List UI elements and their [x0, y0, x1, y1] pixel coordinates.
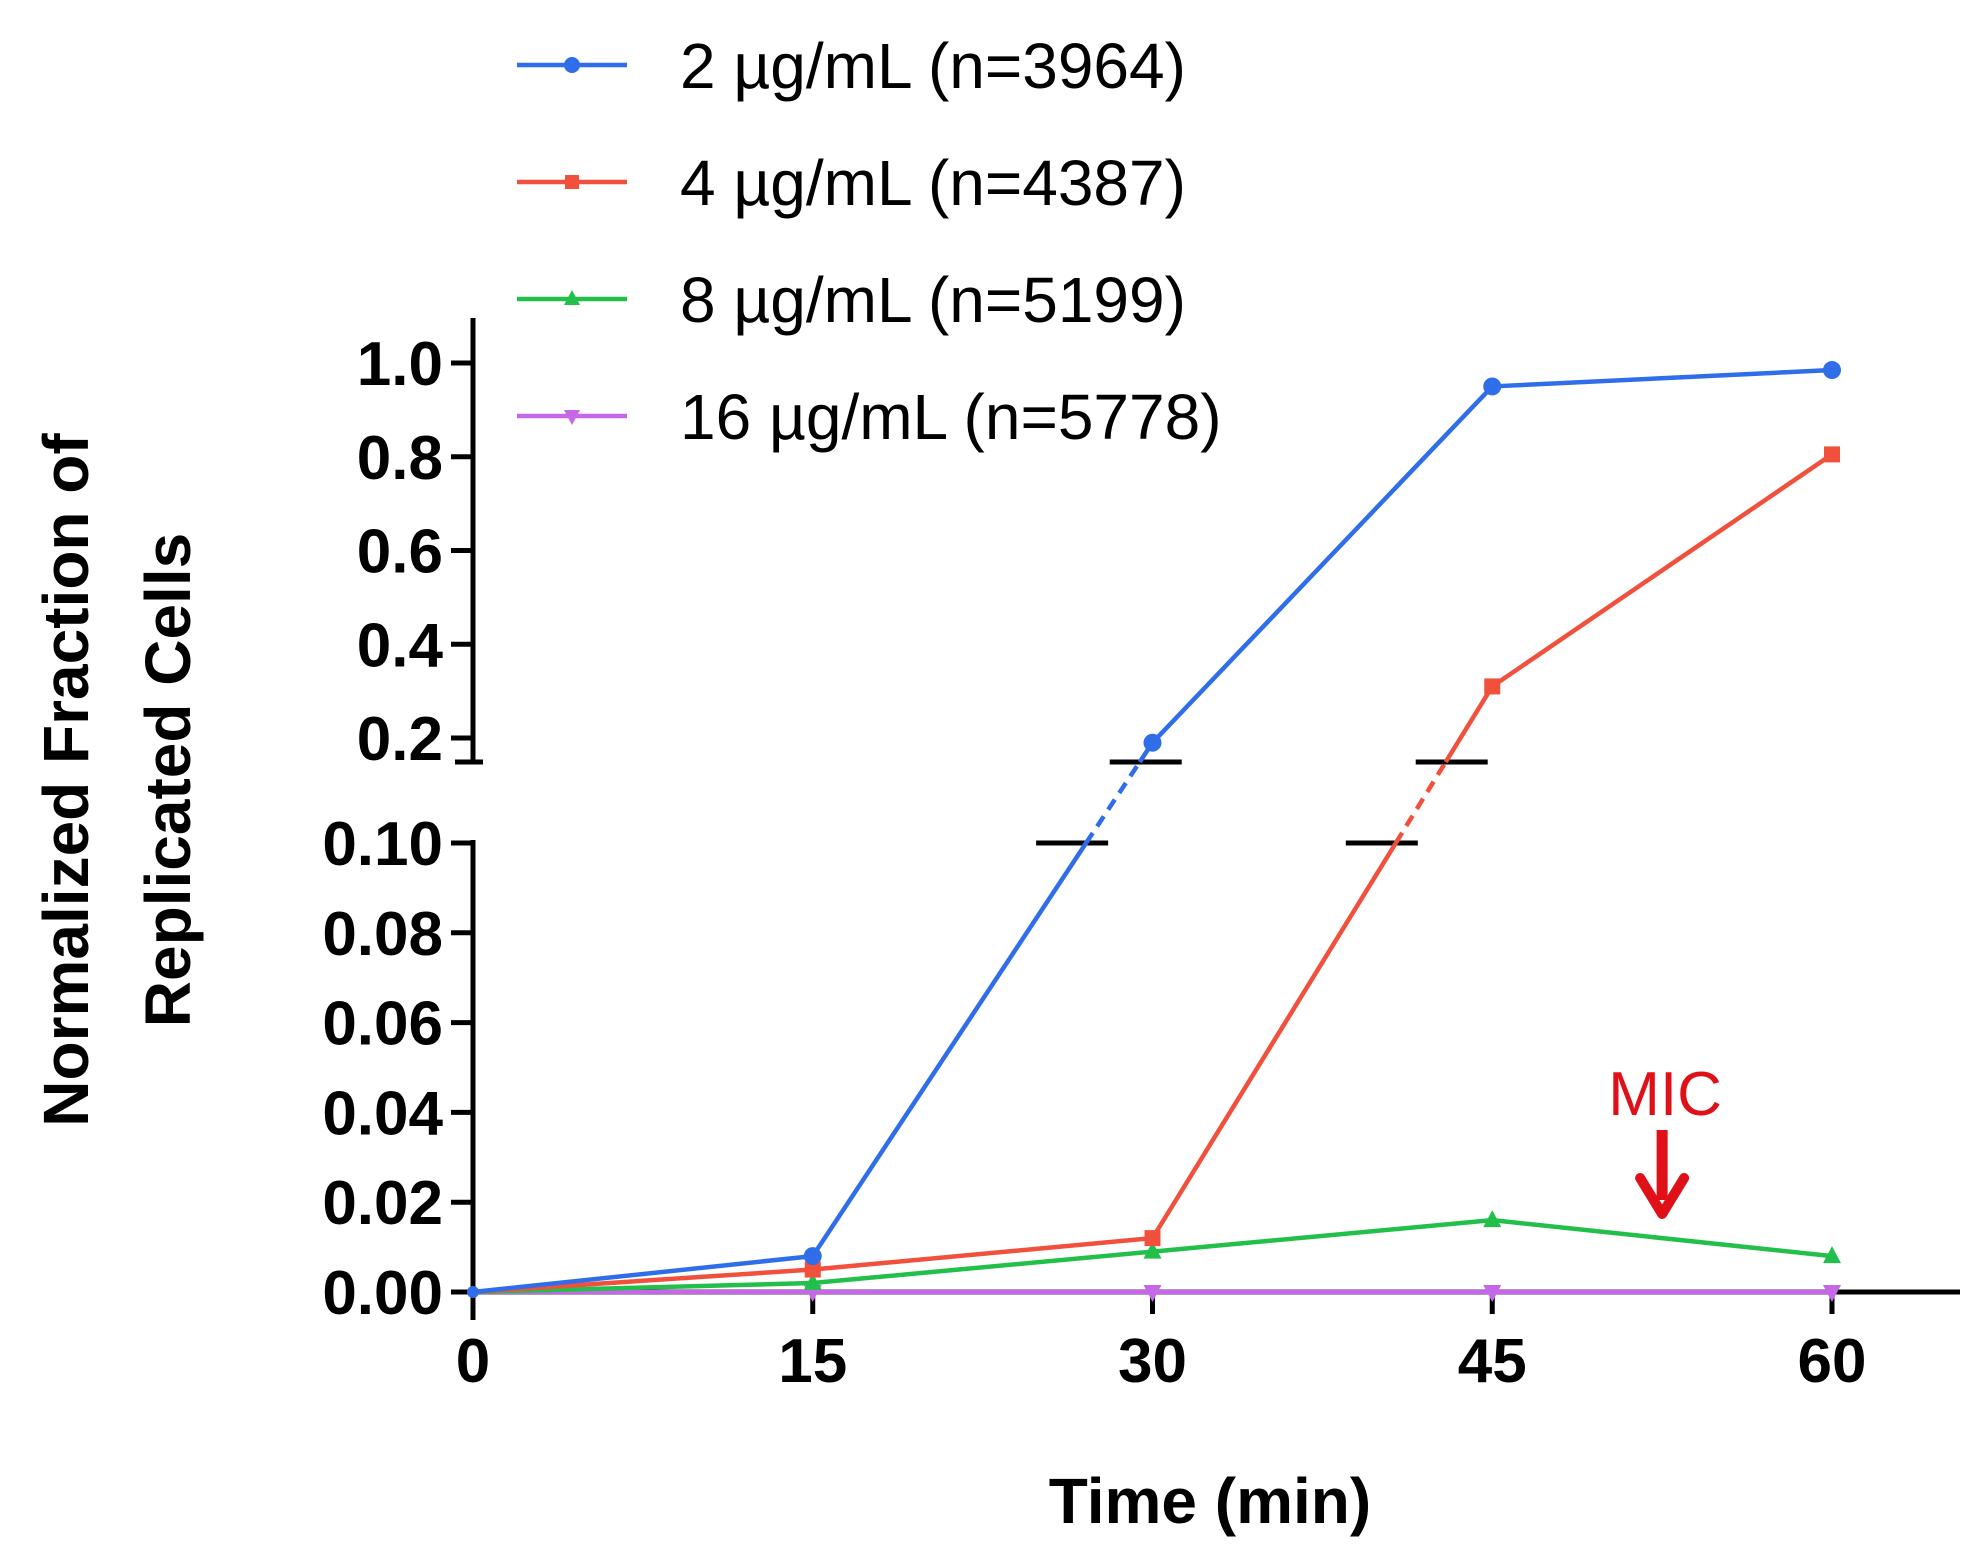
y-upper-tick-0-label: 0.2	[357, 705, 443, 774]
series-1-point-1	[804, 1261, 821, 1278]
y-lower-tick-0-label: 0.00	[322, 1259, 443, 1328]
x-tick-label-2: 30	[1118, 1327, 1187, 1396]
x-tick-label-1: 15	[778, 1327, 847, 1396]
series-0-point-1	[803, 1247, 822, 1266]
y-lower-tick-2-label: 0.04	[322, 1079, 443, 1148]
series-1-segment-3	[1490, 452, 1834, 689]
x-axis-title: Time (min)	[1049, 1465, 1371, 1537]
legend-item-3: 16 µg/mL (n=5778)	[517, 381, 1222, 453]
legend: 2 µg/mL (n=3964) 4 µg/mL (n=4387) 8 µg/mL …	[517, 30, 1222, 453]
series-1-segment-1	[812, 1235, 1153, 1272]
y-axis-title-line-0: Normalized Fraction of	[30, 433, 102, 1127]
x-tick-label-3: 45	[1458, 1327, 1527, 1396]
y-upper-tick-1-label: 0.4	[357, 611, 444, 680]
x-tick-label-4: 60	[1798, 1327, 1867, 1396]
series-1-segment-2-upper	[1443, 685, 1495, 764]
series-1-segment-2-lower	[1150, 841, 1398, 1240]
series-1-point-3	[1484, 678, 1501, 695]
series-layer	[467, 361, 1841, 1302]
series-0-point-4	[1823, 361, 1841, 380]
series-1-point-2	[1144, 1230, 1161, 1247]
series-1-segment-2-dashed	[1393, 760, 1448, 845]
series-0-segment-3	[1492, 367, 1833, 389]
legend-label-3: 16 µg/mL (n=5778)	[680, 381, 1222, 453]
annotations: MIC	[1608, 1060, 1722, 1219]
y-upper-tick-4-label: 1.0	[357, 330, 443, 399]
series-3-point-3	[1483, 1285, 1502, 1302]
y-axis-title: Normalized Fraction of Replicated Cells	[30, 433, 204, 1127]
origin-point	[467, 1286, 479, 1298]
annotation-0: MIC	[1608, 1060, 1722, 1219]
series-2-point-3	[1483, 1210, 1502, 1228]
legend-label-1: 4 µg/mL (n=4387)	[680, 147, 1186, 219]
series-2-point-1	[803, 1273, 822, 1291]
series-3-point-2	[1143, 1285, 1162, 1302]
series-0-segment-2	[1150, 384, 1494, 745]
y-lower-tick-3-label: 0.06	[322, 990, 443, 1059]
y-upper-tick-3-label: 0.8	[357, 424, 443, 493]
series-0-point-3	[1483, 377, 1502, 396]
legend-item-1: 4 µg/mL (n=4387)	[517, 147, 1186, 219]
y-upper-tick-2-label: 0.6	[357, 518, 443, 587]
series-2-point-4	[1823, 1246, 1841, 1264]
legend-marker-0	[564, 57, 580, 73]
legend-label-0: 2 µg/mL (n=3964)	[680, 30, 1186, 102]
y-lower-tick-1-label: 0.02	[322, 1169, 443, 1238]
series-0	[472, 367, 1833, 1295]
legend-marker-1	[565, 175, 579, 189]
x-tick-label-0: 0	[456, 1327, 490, 1396]
y-lower-tick-5-label: 0.10	[322, 810, 443, 879]
series-2-segment-3	[1492, 1217, 1833, 1259]
series-2-point-2	[1143, 1241, 1162, 1259]
y-lower-tick-4-label: 0.08	[322, 900, 443, 969]
annotation-arrow-head-0	[1635, 1173, 1690, 1219]
series-0-point-2	[1143, 733, 1162, 752]
legend-label-2: 8 µg/mL (n=5199)	[680, 264, 1186, 336]
legend-marker-2	[564, 290, 580, 305]
series-2-segment-2	[1152, 1217, 1493, 1254]
legend-item-2: 8 µg/mL (n=5199)	[517, 264, 1186, 336]
legend-marker-3	[564, 410, 580, 425]
series-1-point-4	[1824, 446, 1840, 463]
series-1	[472, 452, 1834, 1295]
series-0-segment-1-dashed	[1084, 760, 1142, 845]
annotation-label-0: MIC	[1608, 1060, 1722, 1129]
series-0-segment-0	[472, 1253, 813, 1295]
series-3-point-4	[1823, 1285, 1841, 1302]
axes: 0.00 0.02 0.04 0.06 0.08 0.10 0.2 0.4 0.6 0.8 1.0 0…	[30, 318, 1960, 1537]
series-0-segment-1-lower	[810, 841, 1088, 1258]
legend-item-0: 2 µg/mL (n=3964)	[517, 30, 1186, 102]
series-2-segment-1	[812, 1249, 1153, 1286]
y-axis-title-line-1: Replicated Cells	[132, 533, 204, 1027]
